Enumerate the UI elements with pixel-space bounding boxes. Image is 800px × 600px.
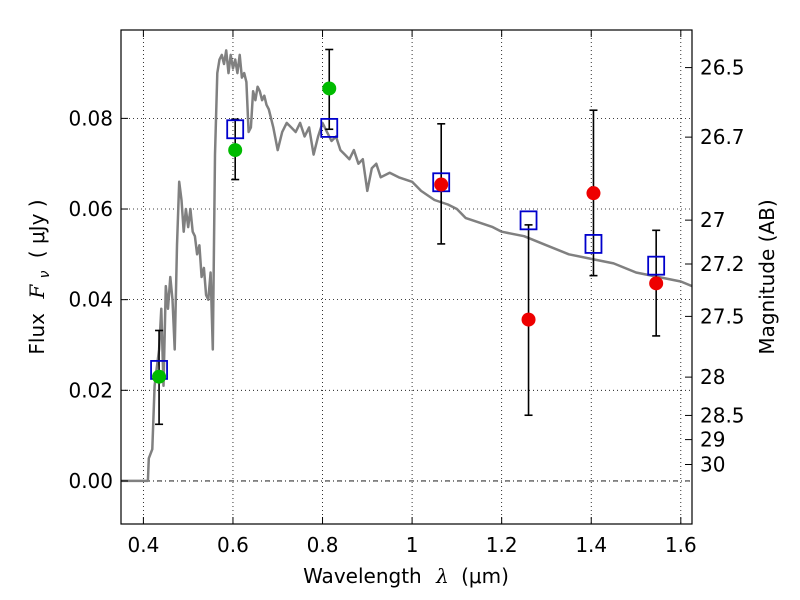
y-axis-label: Flux F ν ( μJy ) [25, 199, 54, 354]
x-axis-ticks: 0.4 0.6 0.8 1 1.2 1.4 1.6 [127, 30, 697, 557]
model-photometry-square [320, 117, 339, 138]
y-axis-label-text: Flux [25, 313, 49, 355]
y2-tick-label: 27.5 [700, 304, 745, 328]
x-axis-unit: (μm) [461, 564, 509, 588]
y-tick-label: 0.04 [68, 288, 113, 312]
detection-point [228, 143, 243, 158]
y2-tick-label: 29 [700, 428, 725, 452]
x-tick-label: 1 [406, 533, 419, 557]
x-axis-symbol: λ [435, 564, 449, 588]
x-tick-label: 1.6 [665, 533, 697, 557]
x-tick-label: 0.8 [307, 533, 339, 557]
plot-frame [120, 29, 693, 525]
y2-tick-label: 27 [700, 208, 725, 232]
y-axis-unit: ( μJy ) [25, 199, 49, 258]
y-tick-label: 0.06 [68, 197, 113, 221]
model-photometry-square [647, 255, 666, 276]
plot-area [121, 30, 692, 524]
observed-point [521, 312, 536, 327]
y2-tick-label: 26.7 [700, 125, 745, 149]
x-tick-label: 0.6 [217, 533, 249, 557]
model-photometry-square [584, 234, 603, 254]
y-axis-subscript: ν [37, 270, 53, 278]
model-sed-line [121, 49, 692, 483]
y2-tick-label: 27.2 [700, 252, 745, 276]
y2-tick-label: 28 [700, 365, 725, 389]
y2-tick-label: 28.5 [700, 403, 745, 427]
y-axis-symbol: F [25, 284, 49, 300]
detection-point [152, 369, 167, 384]
y-axis-ticks: 0.00 0.02 0.04 0.06 0.08 [68, 106, 128, 493]
y-tick-label: 0.02 [68, 378, 113, 402]
x-tick-label: 1.4 [575, 533, 607, 557]
observed-points-group [152, 81, 664, 384]
y-tick-label: 0.00 [68, 469, 113, 493]
x-axis-label: Wavelength λ (μm) [303, 564, 509, 588]
y2-tick-label: 26.5 [700, 56, 745, 80]
model-sed-group [121, 49, 692, 483]
detection-point [322, 81, 337, 96]
x-tick-label: 0.4 [127, 533, 159, 557]
x-tick-label: 1.2 [486, 533, 518, 557]
observed-point [434, 177, 449, 192]
y2-tick-label: 30 [700, 452, 725, 476]
observed-point [649, 276, 664, 291]
x-axis-label-text: Wavelength [303, 564, 422, 588]
model-photometry-square [226, 119, 245, 140]
y2-axis-label: Magnitude (AB) [755, 199, 779, 354]
model-photometry-square [519, 210, 538, 231]
y-tick-label: 0.08 [68, 106, 113, 130]
observed-point [586, 186, 601, 201]
